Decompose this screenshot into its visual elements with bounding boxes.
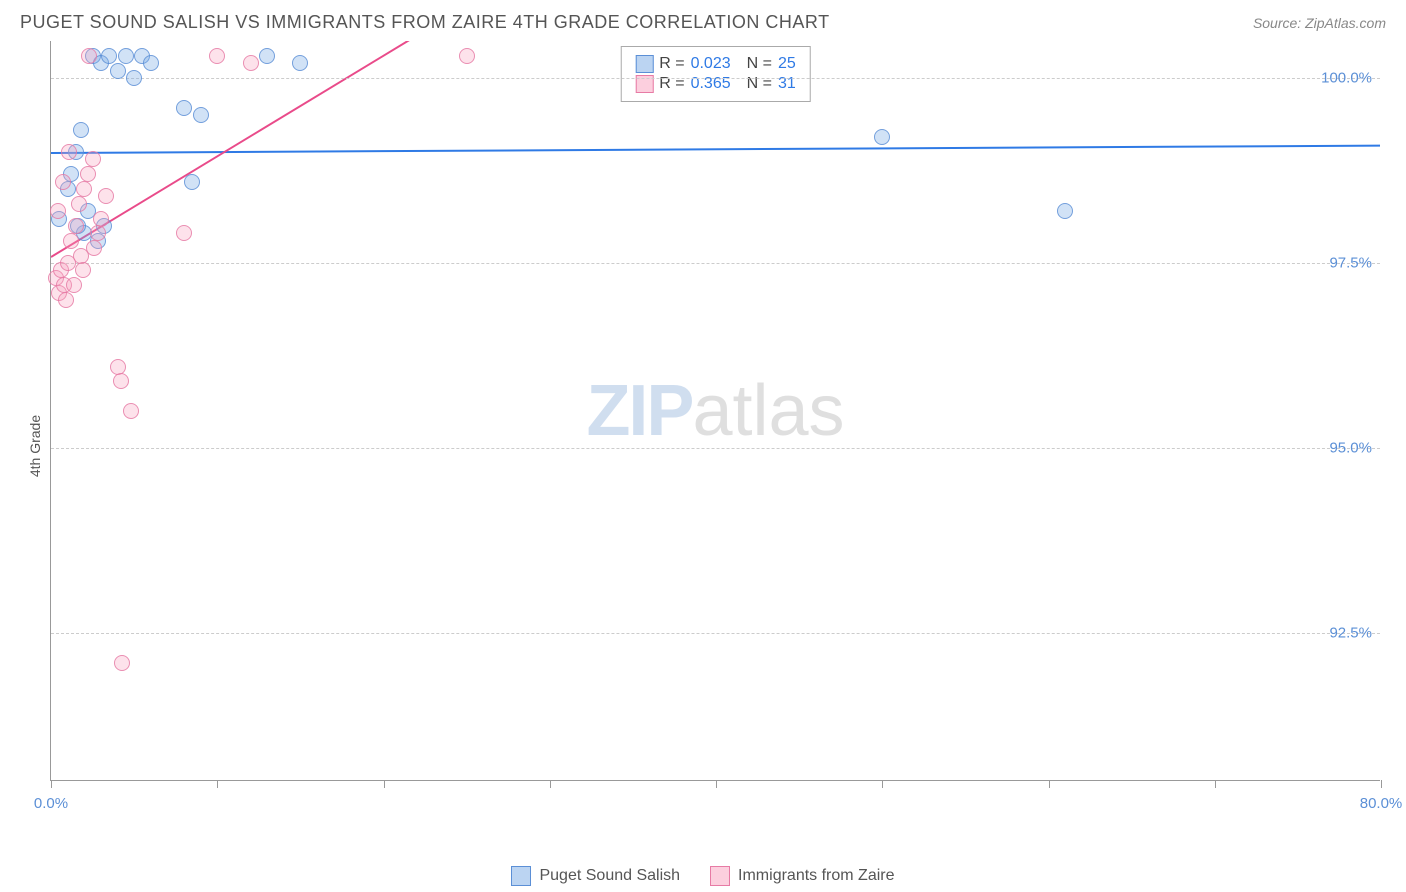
data-point-pink: [61, 144, 77, 160]
data-point-pink: [93, 211, 109, 227]
legend-r-label: R =: [659, 55, 684, 73]
data-point-pink: [81, 48, 97, 64]
data-point-blue: [874, 129, 890, 145]
legend-label-2: Immigrants from Zaire: [738, 867, 894, 885]
data-point-pink: [209, 48, 225, 64]
x-tick: [1049, 780, 1050, 788]
x-tick: [1215, 780, 1216, 788]
x-tick: [716, 780, 717, 788]
chart-plot-area: ZIPatlas R = 0.023 N = 25 R = 0.365 N = …: [50, 41, 1380, 781]
x-tick-label-right: 80.0%: [1360, 795, 1403, 812]
legend-item-1: Puget Sound Salish: [511, 866, 680, 886]
data-point-pink: [66, 277, 82, 293]
legend-swatch-blue: [635, 55, 653, 73]
legend-label-1: Puget Sound Salish: [539, 867, 680, 885]
legend-row-series-1: R = 0.023 N = 25: [635, 55, 796, 73]
legend-swatch-pink: [710, 866, 730, 886]
data-point-blue: [143, 55, 159, 71]
data-point-blue: [118, 48, 134, 64]
data-point-pink: [76, 181, 92, 197]
data-point-pink: [55, 174, 71, 190]
x-tick-label-left: 0.0%: [34, 795, 68, 812]
legend-r-value-1: 0.023: [691, 55, 731, 73]
gridline-h: [51, 448, 1380, 449]
data-point-blue: [1057, 203, 1073, 219]
data-point-pink: [243, 55, 259, 71]
data-point-blue: [176, 100, 192, 116]
legend-n-value-1: 25: [778, 55, 796, 73]
chart-title: PUGET SOUND SALISH VS IMMIGRANTS FROM ZA…: [20, 12, 830, 33]
chart-source: Source: ZipAtlas.com: [1253, 15, 1386, 31]
data-point-blue: [292, 55, 308, 71]
legend-swatch-blue: [511, 866, 531, 886]
legend-item-2: Immigrants from Zaire: [710, 866, 894, 886]
gridline-h: [51, 633, 1380, 634]
x-tick: [882, 780, 883, 788]
trend-line-blue: [51, 145, 1380, 154]
y-tick-label: 95.0%: [1329, 440, 1372, 457]
data-point-pink: [68, 218, 84, 234]
data-point-blue: [110, 63, 126, 79]
data-point-pink: [176, 225, 192, 241]
data-point-pink: [90, 225, 106, 241]
y-tick-label: 92.5%: [1329, 625, 1372, 642]
data-point-pink: [123, 403, 139, 419]
x-tick: [384, 780, 385, 788]
data-point-blue: [259, 48, 275, 64]
data-point-pink: [71, 196, 87, 212]
series-legend: Puget Sound Salish Immigrants from Zaire: [0, 866, 1406, 886]
data-point-pink: [80, 166, 96, 182]
data-point-pink: [114, 655, 130, 671]
data-point-blue: [184, 174, 200, 190]
trend-line-layer: [51, 41, 1380, 780]
data-point-blue: [73, 122, 89, 138]
y-tick-label: 97.5%: [1329, 255, 1372, 272]
data-point-pink: [63, 233, 79, 249]
x-tick: [1381, 780, 1382, 788]
gridline-h: [51, 263, 1380, 264]
x-tick: [550, 780, 551, 788]
data-point-blue: [101, 48, 117, 64]
y-tick-label: 100.0%: [1321, 70, 1372, 87]
data-point-pink: [75, 262, 91, 278]
x-tick: [51, 780, 52, 788]
correlation-legend: R = 0.023 N = 25 R = 0.365 N = 31: [620, 46, 811, 102]
x-tick: [217, 780, 218, 788]
data-point-pink: [113, 373, 129, 389]
data-point-pink: [110, 359, 126, 375]
data-point-pink: [85, 151, 101, 167]
data-point-pink: [98, 188, 114, 204]
data-point-pink: [58, 292, 74, 308]
data-point-pink: [86, 240, 102, 256]
data-point-blue: [193, 107, 209, 123]
legend-n-label: N =: [747, 55, 772, 73]
data-point-blue: [126, 70, 142, 86]
y-axis-label: 4th Grade: [27, 415, 43, 477]
data-point-pink: [459, 48, 475, 64]
gridline-h: [51, 78, 1380, 79]
data-point-pink: [50, 203, 66, 219]
chart-header: PUGET SOUND SALISH VS IMMIGRANTS FROM ZA…: [0, 0, 1406, 41]
